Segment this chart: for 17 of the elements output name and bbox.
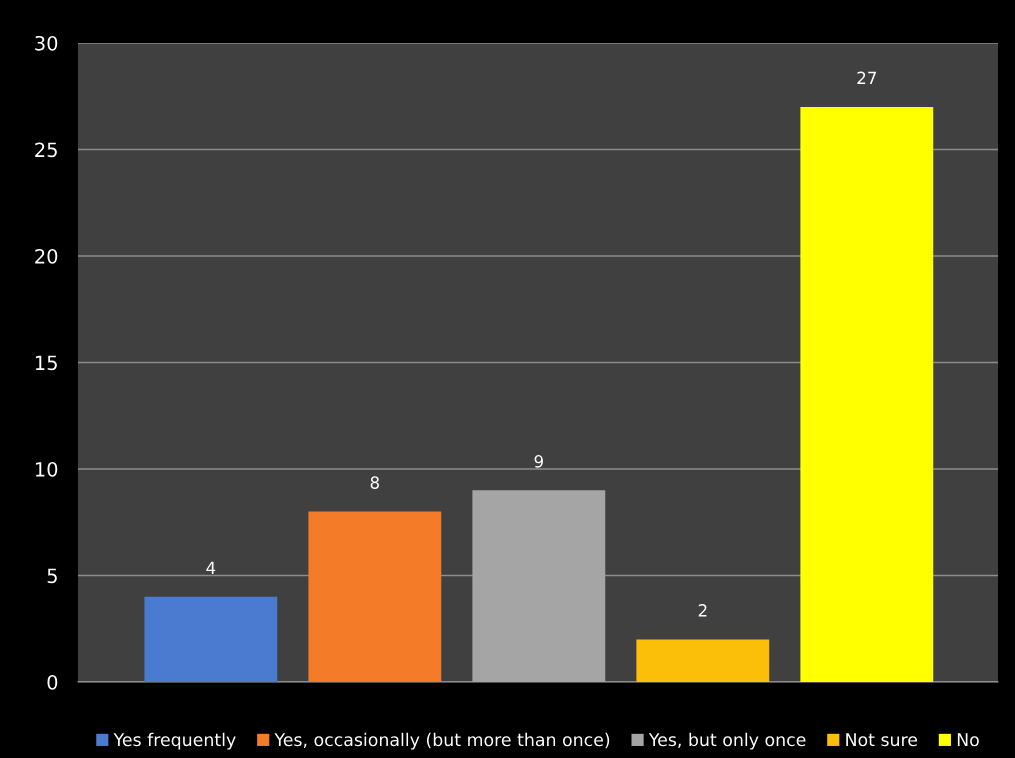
- legend-label: Not sure: [846, 733, 918, 747]
- legend-label: Yes frequently: [113, 732, 236, 750]
- data-label: 2: [698, 604, 707, 617]
- y-tick-label: 0: [47, 674, 58, 690]
- data-label: 8: [370, 476, 379, 489]
- y-tick-label: 10: [35, 461, 58, 477]
- legend-label: Yes, occasionally (but more than once): [274, 732, 610, 750]
- data-label: 27: [857, 71, 876, 84]
- y-tick-label: 25: [35, 142, 57, 158]
- data-label: 4: [206, 561, 216, 574]
- legend-label: No: [957, 733, 979, 747]
- data-label: 9: [534, 455, 543, 468]
- y-tick-label: 20: [35, 248, 58, 264]
- y-tick-label: 30: [35, 35, 58, 51]
- y-tick-label: 15: [35, 355, 57, 371]
- y-tick-label: 5: [47, 568, 57, 584]
- legend-label: Yes, but only once: [648, 732, 806, 750]
